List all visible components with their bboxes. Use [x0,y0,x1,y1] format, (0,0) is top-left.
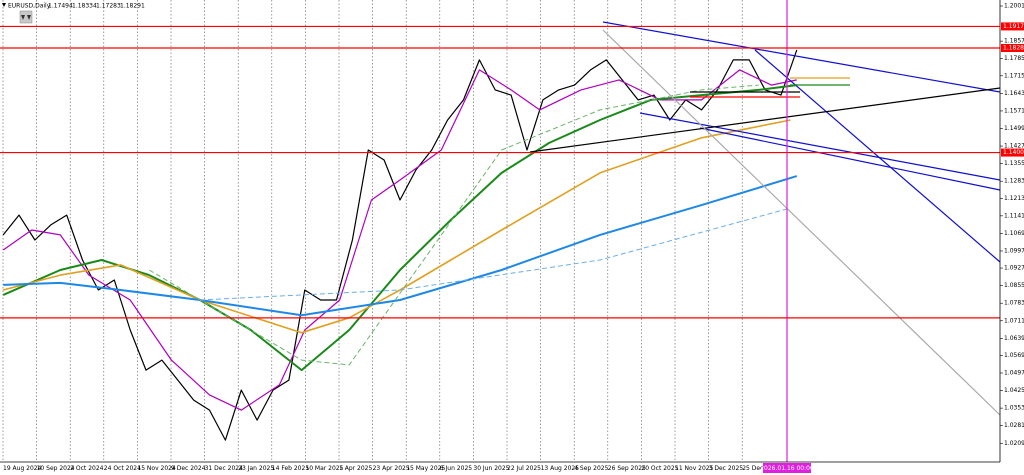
y-tick-label: 1.09270 [1004,265,1024,272]
y-tick-label: 1.15710 [1004,107,1024,114]
x-tick-label: 10 Mar 2025 [305,465,343,472]
x-tick-label: 30 Jun 2025 [473,465,509,472]
series-line [148,84,759,366]
y-tick-label: 1.03530 [1004,405,1024,412]
cursor-label-bg [763,463,811,473]
y-tick-label: 1.16430 [1004,90,1024,97]
x-tick-label: 3 Dec 2025 [709,465,744,472]
x-tick-label: 11 Nov 2025 [675,465,714,472]
series-line [2,69,797,411]
x-tick-label: 19 Aug 2024 [3,465,42,472]
y-tick-label: 1.17150 [1004,72,1024,79]
y-tick-label: 1.02090 [1004,440,1024,447]
panel-arrows [21,15,31,20]
x-tick-label: 4 Sep 2025 [574,465,608,472]
level-label-bg [1001,22,1024,31]
x-tick-label: 9 Dec 2024 [171,465,206,472]
y-tick-label: 1.12130 [1004,195,1024,202]
y-tick-label: 1.09970 [1004,247,1024,254]
x-tick-label: 23 Jan 2025 [238,465,274,472]
y-tick-label: 1.05690 [1004,352,1024,359]
x-tick-label: 20 Oct 2025 [641,465,678,472]
cursor-label: 2026.01.16 00:00 [760,465,814,472]
x-tick-label: 23 Apr 2025 [373,465,410,472]
trend-line [529,87,1001,153]
x-tick-label: 22 Jul 2025 [507,465,541,472]
trend-line [602,21,1001,93]
level-label-bg [1001,148,1024,157]
y-tick-label: 1.18570 [1004,38,1024,45]
y-tick-label: 1.07830 [1004,300,1024,307]
y-tick-label: 1.13550 [1004,160,1024,167]
drawings [529,0,1001,462]
series-line [199,207,791,301]
x-tick-label: 1 Apr 2025 [339,465,372,472]
level-label: 1.14004 [1003,149,1024,156]
open: 1.17494 [48,3,73,10]
y-tick-label: 1.06390 [1004,335,1024,342]
high: 1.18334 [72,3,97,10]
y-tick-label: 1.12830 [1004,178,1024,185]
y-tick-label: 1.14270 [1004,143,1024,150]
close: 1.18291 [120,3,145,10]
x-tick-label: 14 Feb 2025 [272,465,310,472]
series-line [2,49,798,441]
x-tick-label: 25 Dec 2025 [742,465,781,472]
series-line [3,175,798,317]
x-tick-label: 2 Oct 2024 [70,465,103,472]
y-tick-label: 1.04970 [1004,369,1024,376]
series-layer [2,49,798,441]
header-arrow [2,3,6,7]
trend-line [602,29,1001,416]
x-tick-label: 15 May 2025 [406,465,445,472]
y-tick-label: 1.08550 [1004,282,1024,289]
y-tick-label: 1.17850 [1004,55,1024,62]
trend-line [699,127,1001,191]
y-tick-label: 1.20010 [1004,3,1024,10]
x-tick-label: 24 Oct 2024 [104,465,141,472]
y-tick-label: 1.04250 [1004,387,1024,394]
x-tick-label: 13 Aug 2025 [541,465,580,472]
x-tick-label: 26 Sep 2025 [608,465,646,472]
y-tick-label: 1.14990 [1004,125,1024,132]
level-label-bg [1001,43,1024,52]
one-click-panel[interactable] [19,10,33,24]
y-tick-label: 1.10690 [1004,230,1024,237]
level-label: 1.18289 [1003,44,1024,51]
x-tick-label: 6 Jun 2025 [440,465,472,472]
y-tick-label: 1.07110 [1004,317,1024,324]
symbol: EURUSD,Daily [8,3,51,10]
x-tick-label: 10 Sep 2024 [37,465,75,472]
y-tick-label: 1.02810 [1004,422,1024,429]
level-label: 1.19173 [1003,23,1024,30]
low: 1.17283 [96,3,121,10]
y-tick-label: 1.1141 [1004,212,1024,219]
x-tick-label: 31 Dec 2024 [205,465,244,472]
levels: 1.19173 1.18289 1.14004 [0,22,1024,319]
x-tick-label: 15 Nov 2024 [137,465,176,472]
